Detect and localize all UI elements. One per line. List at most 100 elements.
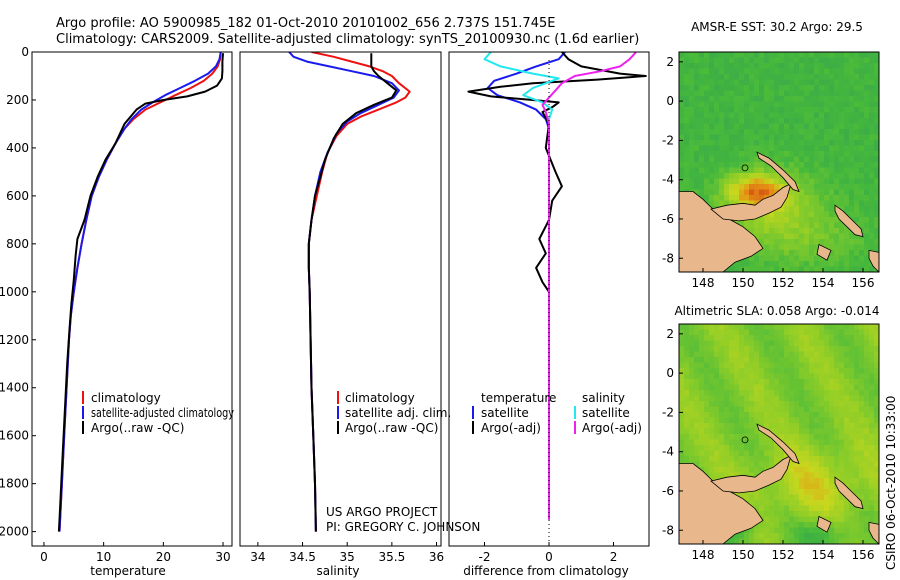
sst_map-cell (774, 52, 780, 58)
sla_map-cell (824, 445, 830, 451)
sst_map-cell (739, 68, 745, 75)
sst_map-cell (779, 156, 785, 163)
sst_map-cell (764, 239, 770, 245)
sla_map-cell (784, 406, 790, 413)
sst_map-cell (684, 123, 690, 130)
sst_map-cell (809, 217, 815, 223)
sst_map-cell (754, 90, 760, 97)
sla_map-cell (869, 505, 875, 512)
sst_map-cell (799, 68, 805, 75)
sla_map-cell (679, 329, 685, 336)
sst_map-cell (859, 63, 865, 69)
sst_map-cell (689, 184, 695, 190)
sst_map-cell (854, 266, 860, 272)
sla_map-cell (694, 395, 700, 402)
sst_map-cell (784, 118, 790, 124)
sla_map-cell (694, 428, 700, 435)
sla_map-cell (824, 412, 830, 418)
sla_map-cell (699, 379, 705, 385)
sla_map-cell (729, 472, 735, 479)
sst_map-cell (869, 228, 875, 234)
sst_map-cell (824, 79, 830, 86)
sst_map-cell (744, 74, 750, 80)
sla_map-cell (834, 368, 840, 374)
sla_map-cell (864, 346, 870, 352)
sla_map-cell (809, 505, 815, 512)
sla_map-cell (804, 434, 810, 440)
sla_map-cell (839, 373, 845, 380)
temperature-line-1 (58, 52, 222, 532)
sst_map-cell (799, 107, 805, 113)
sla_map-cell (699, 450, 705, 457)
sst_map-cell (764, 101, 770, 108)
sla_map-cell (809, 533, 815, 539)
sst_map-cell (804, 151, 810, 157)
sla_map-cell (709, 340, 715, 347)
sst_map-cell (764, 134, 770, 141)
sst_map-cell (744, 85, 750, 91)
sst_map-cell (814, 112, 820, 119)
sla_map-cell (749, 395, 755, 402)
sst_map-cell (794, 195, 800, 201)
sla_map-cell (809, 379, 815, 385)
temperature-xlabel: temperature (90, 564, 165, 578)
sst_map-cell (849, 233, 855, 240)
sst_map-cell (859, 140, 865, 146)
sst_map-cell (859, 239, 865, 245)
sst_map-cell (699, 173, 705, 179)
sst_map-cell (799, 261, 805, 267)
sst_map-cell (834, 266, 840, 272)
sst_map-cell (819, 266, 825, 272)
sst_map-cell (789, 239, 795, 245)
sla_map-cell (729, 538, 735, 544)
sst_map-cell (759, 90, 765, 97)
sst_map-cell (759, 217, 765, 223)
sst_map-cell (749, 217, 755, 223)
sla-map-axes (678, 323, 880, 545)
sla_map-cell (704, 445, 710, 451)
sst_map-cell (844, 244, 850, 251)
sst_map-cell (734, 184, 740, 190)
sla_map-cell (869, 379, 875, 385)
sst_map-cell (849, 184, 855, 190)
sla_map-cell (799, 500, 805, 506)
sst_map-cell (689, 129, 695, 135)
sst_map-cell (799, 184, 805, 190)
sla_map-cell (849, 450, 855, 457)
sst_map-cell (824, 129, 830, 135)
sst_map-cell (829, 206, 835, 212)
sla_map-cell (739, 450, 745, 457)
sst_map-cell (759, 63, 765, 69)
sst_map-cell (704, 189, 710, 196)
sla_map-cell (784, 439, 790, 446)
sst_map-cell (704, 129, 710, 135)
sst_map-cell (754, 173, 760, 179)
sla_map-cell (774, 346, 780, 352)
sst_map-cell (774, 222, 780, 229)
sla_map-cell (864, 461, 870, 468)
sla_map-cell (734, 368, 740, 374)
sst_map-cell (774, 112, 780, 119)
sst_map-cell (819, 156, 825, 163)
sla_map-land (816, 515, 832, 533)
sst_map-cell (744, 129, 750, 135)
sla_map-cell (849, 428, 855, 435)
sla_map-cell (744, 324, 750, 330)
sst_map-cell (769, 261, 775, 267)
sla_map-cell (744, 351, 750, 358)
sla_map-cell (739, 538, 745, 544)
sla_map-cell (834, 390, 840, 396)
sst_map-cell (764, 261, 770, 267)
sla_map-cell (794, 538, 800, 544)
sst_map-cell (744, 184, 750, 190)
sla_map-cell (699, 456, 705, 462)
sst_map-cell (839, 129, 845, 135)
sst_map-cell (754, 118, 760, 124)
sla_map-cell (854, 456, 860, 462)
sla_map-cell (824, 472, 830, 479)
sla_map-cell (724, 401, 730, 407)
sst_map-cell (769, 123, 775, 130)
sla_map-cell (784, 362, 790, 369)
axis-ticks: 0 10 20 30020040060080010001200140016001800… (0, 45, 874, 564)
sla_map-cell (814, 483, 820, 490)
